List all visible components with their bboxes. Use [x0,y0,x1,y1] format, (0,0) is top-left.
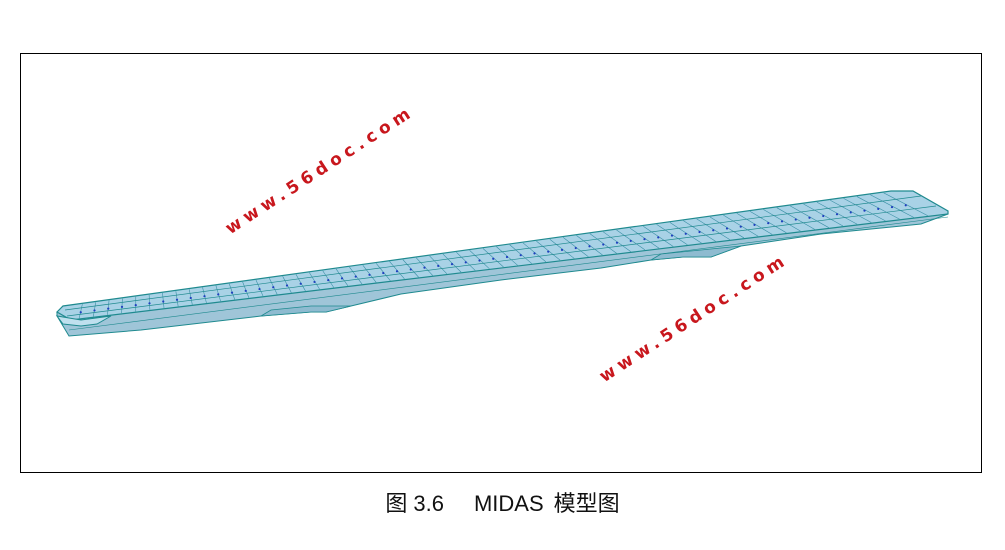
deck-top-surface [56,190,949,321]
deck-node-point [547,250,550,253]
deck-node-point [120,305,124,308]
deck-node-point [162,300,165,303]
deck-node-point [382,271,385,275]
deck-node-point [822,214,825,218]
deck-node-point [574,246,577,250]
deck-node-point [712,229,715,232]
deck-node-point [643,238,646,241]
deck-node-point [890,205,894,209]
deck-node-point [107,307,110,310]
deck-node-point [437,264,440,267]
deck-node-point [285,284,289,287]
deck-node-point [409,268,412,271]
deck-node-point [753,223,756,226]
deck-node-point [492,257,495,260]
deck-node-point [423,266,426,269]
deck-node-point [244,289,247,292]
bridge-model-drawing [55,190,949,337]
deck-node-point [79,311,82,314]
left-pier-haunch [260,305,352,317]
deck-node-point [258,287,261,291]
deck-node-point [849,211,852,214]
caption-tool: MIDAS [473,491,544,516]
deck-node-point [904,204,907,207]
caption-prefix: 图 [385,492,408,517]
deck-node-point [835,213,839,216]
deck-node-point [602,243,605,246]
deck-end-section [55,315,112,327]
deck-node-points [79,204,907,314]
deck-node-point [794,218,797,221]
deck-node-point [684,232,687,235]
caption-title: 模型图 [553,492,620,517]
deck-node-point [505,255,509,259]
deck-node-point [698,230,701,234]
deck-node-point [395,270,399,273]
deck-node-point [767,222,770,225]
deck-node-point [670,234,674,237]
girder-bottom-line [68,216,949,331]
deck-node-point [368,273,371,276]
deck-node-point [478,259,481,262]
deck-node-point [134,303,137,307]
deck-node-point [340,277,344,280]
deck-node-point [464,261,467,264]
deck-node-point [148,302,151,305]
deck-node-point [808,216,811,219]
deck-node-point [450,262,454,266]
deck-longitudinal-line [64,195,922,311]
deck-node-point [175,298,179,301]
deck-node-point [739,225,742,228]
deck-node-point [780,220,784,223]
deck-node-point [203,295,206,298]
deck-node-point [217,293,220,296]
deck-node-point [189,296,192,300]
deck-node-point [629,239,632,243]
deck-node-point [93,309,96,312]
deck-node-point [863,209,866,212]
deck-node-point [588,245,591,248]
deck-node-point [354,275,357,278]
deck-node-point [615,241,619,244]
deck-node-point [519,254,522,257]
deck-longitudinal-line [66,205,937,317]
deck-node-point [725,227,729,230]
deck-node-point [230,291,234,294]
model-view-frame [20,53,982,473]
deck-node-point [327,279,330,282]
caption-number: 3.6 [413,491,444,516]
deck-node-point [657,236,660,239]
figure-caption: 图 3.6 MIDAS 模型图 [0,486,1005,518]
deck-node-point [272,286,275,289]
deck-node-point [533,252,536,255]
deck-node-point [299,282,302,285]
deck-node-point [313,280,316,284]
deck-node-point [877,207,880,210]
deck-node-point [560,248,564,251]
